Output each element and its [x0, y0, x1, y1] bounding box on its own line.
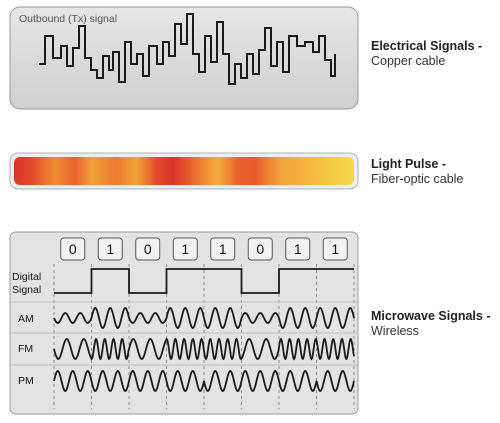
microwave-title-suffix: -	[482, 309, 491, 323]
bit-value: 1	[294, 241, 302, 257]
electrical-title: Electrical Signals	[371, 39, 475, 53]
bit-box	[322, 237, 348, 261]
light-subtitle: Fiber-optic cable	[371, 172, 464, 186]
bit-box	[97, 237, 123, 261]
pm-waveform	[53, 370, 355, 392]
electrical-square-waveform	[39, 13, 336, 85]
bit-value: 0	[256, 241, 264, 257]
pm-label: PM	[18, 375, 34, 387]
am-waveform	[53, 307, 355, 329]
bit-box	[285, 237, 311, 261]
electrical-label: Electrical Signals - Copper cable	[371, 39, 482, 69]
microwave-panel-background	[9, 231, 359, 415]
am-label: AM	[18, 313, 34, 325]
electrical-waveform-graphic: Outbound (Tx) signal	[9, 6, 359, 110]
fm-waveform	[53, 337, 355, 361]
bit-box	[135, 237, 161, 261]
light-pulse-graphic	[9, 152, 359, 190]
bit-value: 0	[69, 241, 77, 257]
microwave-label: Microwave Signals - Wireless	[371, 309, 491, 339]
bit-value: 1	[219, 241, 227, 257]
light-title: Light Pulse	[371, 157, 439, 171]
electrical-subtitle: Copper cable	[371, 54, 446, 68]
light-label: Light Pulse - Fiber-optic cable	[371, 157, 463, 187]
digital-signal-label-line2: Signal	[12, 284, 41, 296]
microwave-title: Microwave Signals	[371, 309, 483, 323]
bit-value: 1	[331, 241, 339, 257]
outbound-signal-caption: Outbound (Tx) signal	[19, 13, 117, 25]
light-pulse-panel	[9, 152, 359, 190]
bit-value: 1	[181, 241, 189, 257]
electrical-title-suffix: -	[474, 39, 483, 53]
bit-box	[210, 237, 236, 261]
bit-box	[60, 237, 86, 261]
bit-box	[172, 237, 198, 261]
bit-value: 0	[144, 241, 152, 257]
modulation-diagram: 0 1 0 1 1 0 1 1 Digital Signal AM FM PM	[9, 231, 359, 415]
light-pulse-bar	[14, 157, 354, 185]
light-title-suffix: -	[438, 157, 447, 171]
bit-value: 1	[106, 241, 114, 257]
electrical-signal-panel: Outbound (Tx) signal	[9, 6, 359, 110]
digital-signal-label-line1: Digital	[12, 271, 41, 283]
microwave-signal-panel: 0 1 0 1 1 0 1 1 Digital Signal AM FM PM	[9, 231, 359, 415]
bit-box-group: 0 1 0 1 1 0 1 1	[60, 237, 348, 261]
bit-box	[247, 237, 273, 261]
digital-signal-waveform	[54, 268, 354, 294]
fm-label: FM	[18, 343, 33, 355]
microwave-subtitle: Wireless	[371, 324, 419, 338]
